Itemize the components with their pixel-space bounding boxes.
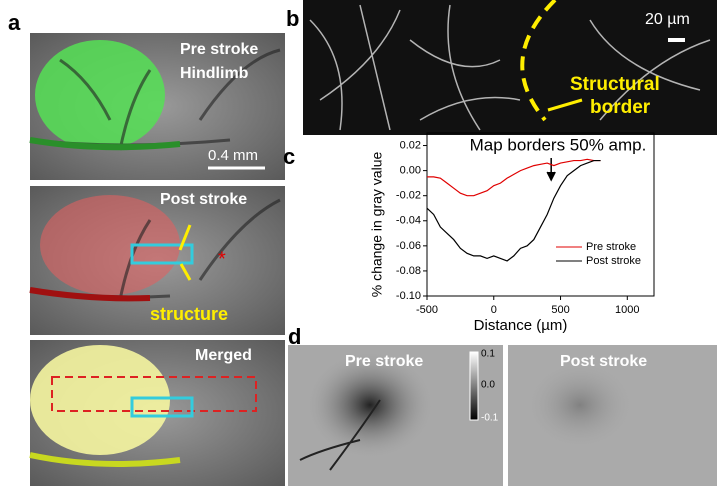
image-title: Post stroke [160, 191, 247, 208]
y-tick-label: 0.02 [400, 139, 421, 151]
colorbar-label: 0.1 [481, 349, 495, 360]
image-title: Pre stroke [345, 353, 423, 370]
plot-frame [427, 133, 654, 296]
x-tick-label: 0 [491, 304, 497, 316]
panel-label: b [286, 6, 299, 31]
colorbar-label: -0.1 [481, 413, 499, 424]
image-title: Merged [195, 347, 252, 364]
x-tick-label: 1000 [615, 304, 639, 316]
asterisk: * [218, 248, 226, 270]
colorbar-label: 0.0 [481, 380, 495, 391]
border-label: Structural [570, 74, 660, 95]
x-tick-label: 500 [551, 304, 569, 316]
scale-label: 0.4 mm [208, 147, 258, 164]
border-label: border [590, 97, 651, 118]
y-tick-label: -0.08 [396, 265, 421, 277]
panel-label: c [283, 144, 295, 169]
figure: a Pre stroke Hindlimb 0.4 mm Post stroke… [0, 0, 717, 486]
x-axis-label: Distance (µm) [474, 317, 568, 334]
chart: -0.10 -0.08 -0.06 -0.04 -0.02 0.00 0.02 -500 0 50… [369, 133, 654, 334]
y-tick-label: -0.06 [396, 240, 421, 252]
y-tick-label: 0.00 [400, 165, 421, 177]
image-subtitle: Hindlimb [180, 65, 249, 82]
series-line [427, 159, 601, 195]
panel-label: a [8, 10, 21, 35]
x-tick-label: -500 [416, 304, 438, 316]
y-axis-label: % change in gray value [369, 152, 385, 298]
structure-label: structure [150, 304, 228, 324]
image-title: Post stroke [560, 353, 647, 370]
series-line [427, 161, 601, 261]
annotation-arrow [547, 158, 555, 180]
y-tick-label: -0.10 [396, 290, 421, 302]
scale-label: 20 µm [645, 11, 690, 28]
legend-label: Post stroke [586, 255, 641, 267]
chart-title: Map borders 50% amp. [470, 135, 647, 154]
image-title: Pre stroke [180, 41, 258, 58]
y-tick-label: -0.02 [396, 190, 421, 202]
y-tick-label: -0.04 [396, 215, 421, 227]
legend-label: Pre stroke [586, 241, 636, 253]
